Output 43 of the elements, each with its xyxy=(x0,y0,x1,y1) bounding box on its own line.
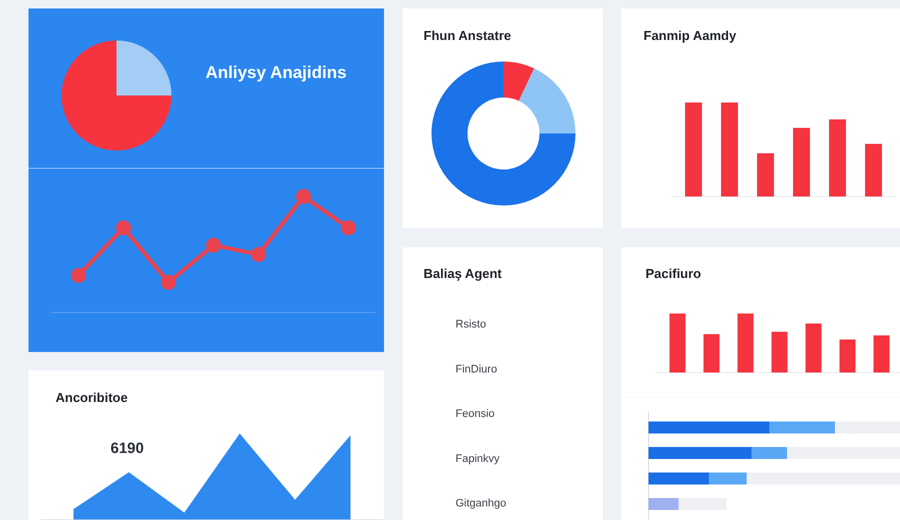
bar xyxy=(670,314,686,372)
text: Rsisto xyxy=(456,318,486,330)
bar xyxy=(840,339,856,372)
chart-title: Ancoribitoe xyxy=(56,390,128,405)
text: Feonsio xyxy=(456,408,495,420)
point xyxy=(116,220,131,236)
point xyxy=(251,247,266,262)
bar xyxy=(721,102,738,196)
text: Baliaş Agent xyxy=(424,266,502,281)
bar xyxy=(678,498,727,510)
bar xyxy=(769,422,835,434)
bar xyxy=(704,334,720,372)
point xyxy=(341,220,356,236)
bar xyxy=(757,153,774,196)
point xyxy=(296,189,311,204)
bar xyxy=(648,472,709,484)
chart-title: Pacifiuro xyxy=(646,266,702,281)
bar xyxy=(738,314,754,372)
bar xyxy=(834,422,900,434)
point xyxy=(71,268,86,283)
chart-title: Fhun Anstatre xyxy=(424,28,512,43)
bar xyxy=(746,472,900,484)
bar xyxy=(752,447,788,459)
chart-title: Fanmip Aamdy xyxy=(644,28,737,43)
point xyxy=(206,238,221,253)
text: Fapinkvy xyxy=(456,452,500,465)
bar xyxy=(865,144,882,196)
bar xyxy=(874,335,890,372)
bar xyxy=(648,447,752,459)
bar xyxy=(829,119,846,196)
bar xyxy=(787,447,900,459)
bar xyxy=(648,498,679,510)
text: Anliysy Anajidins xyxy=(206,63,347,82)
bar xyxy=(648,422,770,434)
bar xyxy=(685,102,702,196)
bar xyxy=(793,128,810,196)
bar xyxy=(708,472,747,484)
annotation: 6190 xyxy=(110,440,144,457)
text: FinDiuro xyxy=(456,363,498,376)
bar xyxy=(806,324,822,372)
bar xyxy=(772,332,788,372)
point xyxy=(161,274,176,290)
text: Gitganhgo xyxy=(456,498,506,510)
